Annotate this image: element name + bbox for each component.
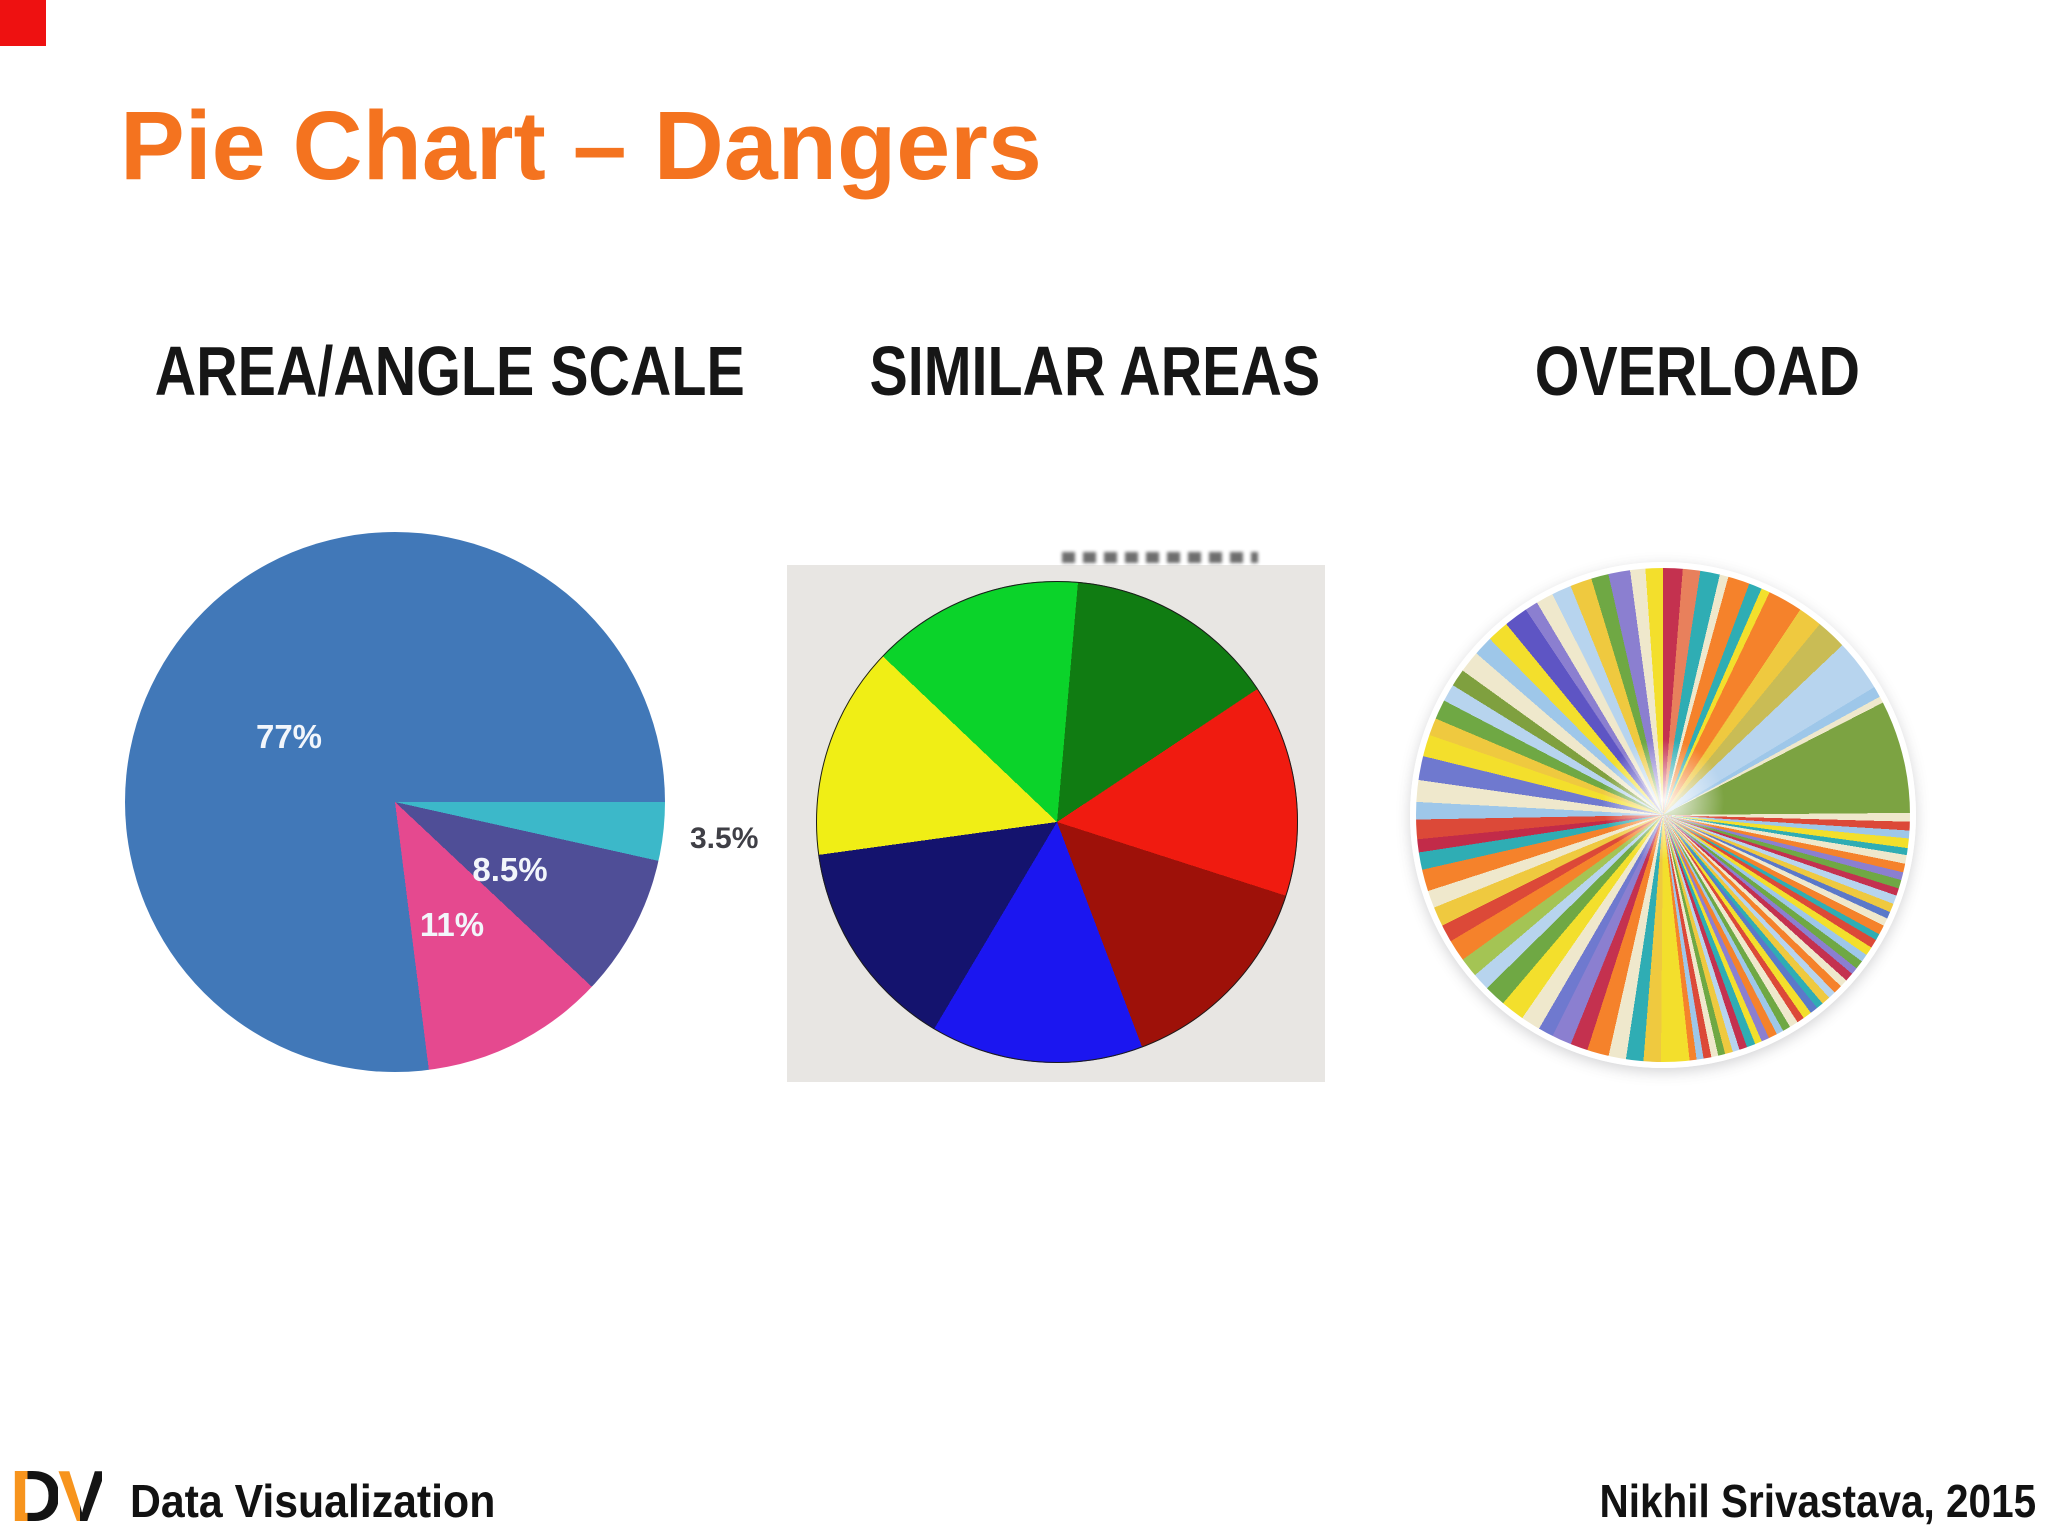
pie-chart-overload xyxy=(1410,562,1916,1068)
section-header-similar-areas: SIMILAR AREAS xyxy=(869,332,1321,410)
pie1-label-8-5: 8.5% xyxy=(472,851,548,888)
cropped-caption-artifact xyxy=(1062,552,1258,563)
footer-credit-text: Nikhil Srivastava, 2015 xyxy=(1599,1475,2036,1527)
pie-chart-area-angle-scale: 77% 8.5% 11% xyxy=(125,532,665,1072)
pie1-label-3-5: 3.5% xyxy=(690,822,759,855)
footer-brand-text: Data Visualization xyxy=(130,1475,496,1527)
dv-logo-letter-v: V xyxy=(58,1457,106,1536)
pie-chart-similar-areas xyxy=(816,581,1298,1063)
pie1-label-77: 77% xyxy=(255,718,323,755)
dv-logo: DV xyxy=(10,1456,106,1536)
pie1-label-11: 11% xyxy=(419,906,485,943)
red-corner-marker xyxy=(0,0,46,46)
section-header-overload: OVERLOAD xyxy=(1534,332,1860,410)
dv-logo-letter-d: D xyxy=(10,1457,62,1536)
page-title: Pie Chart – Dangers xyxy=(120,91,1042,200)
section-header-area-angle-scale: AREA/ANGLE SCALE xyxy=(154,332,745,410)
